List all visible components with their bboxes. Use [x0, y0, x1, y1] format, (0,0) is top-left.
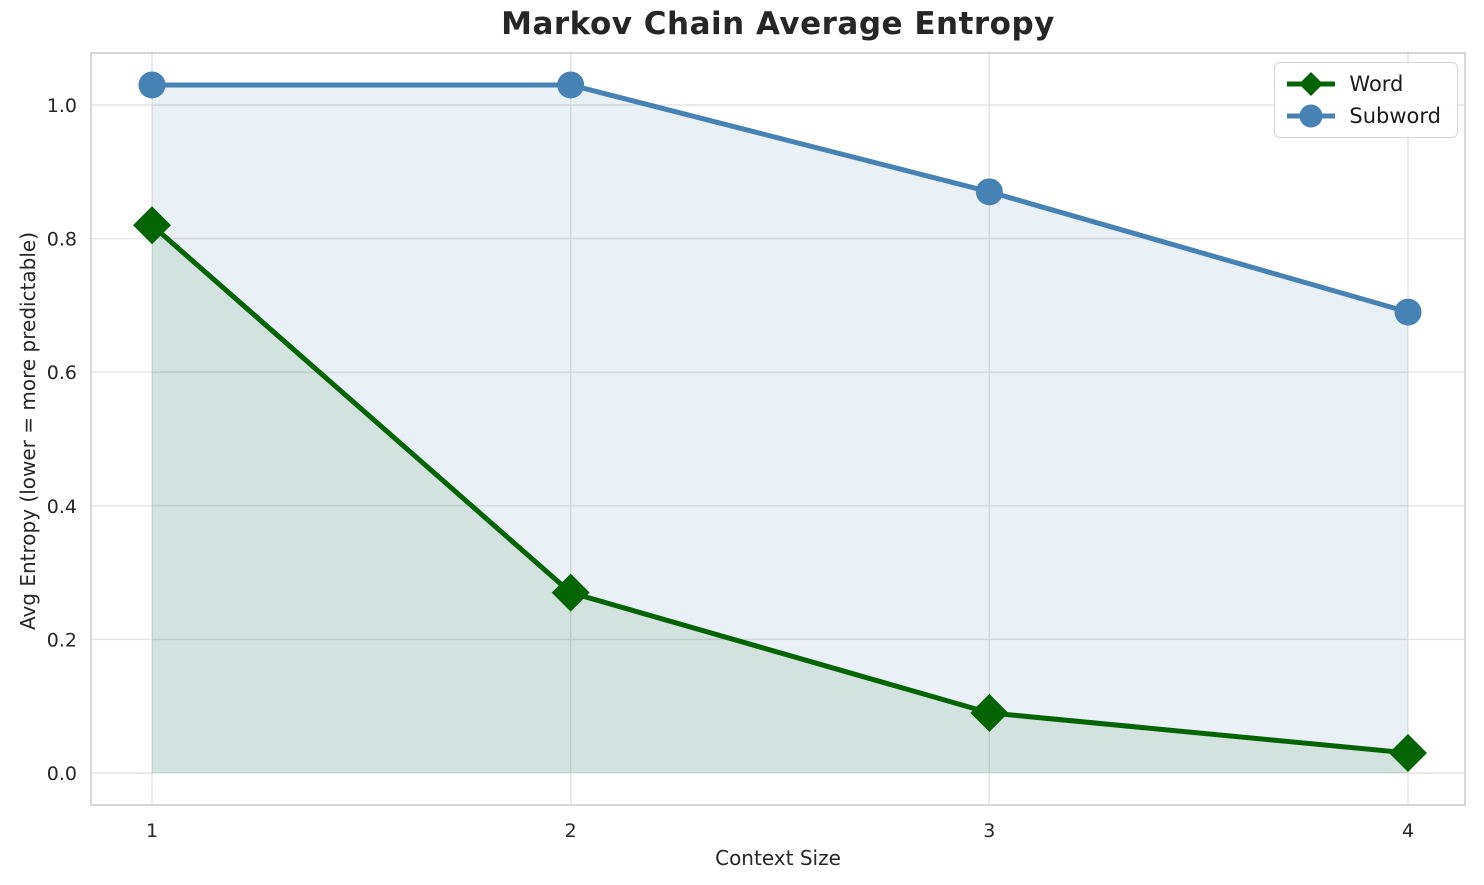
y-tick-label: 0.4	[47, 496, 77, 518]
legend-label-subword: Subword	[1349, 104, 1441, 128]
y-tick-label: 0.2	[47, 629, 77, 651]
subword-circle-marker-icon	[1287, 104, 1336, 128]
y-tick-label: 0.0	[47, 763, 77, 785]
legend: Word Subword	[1274, 62, 1458, 138]
y-axis-label: Avg Entropy (lower = more predictable)	[16, 231, 40, 631]
y-tick-label: 1.0	[47, 95, 77, 117]
x-axis-label: Context Size	[715, 846, 841, 870]
x-tick-label: 4	[1402, 820, 1414, 842]
x-tick-label: 2	[565, 820, 577, 842]
legend-item-word: Word	[1285, 69, 1441, 99]
chart-title: Markov Chain Average Entropy	[501, 6, 1055, 42]
y-tick-label: 0.8	[47, 229, 77, 251]
x-tick-label: 3	[983, 820, 995, 842]
legend-label-word: Word	[1349, 72, 1404, 96]
x-tick-label: 1	[146, 820, 158, 842]
word-diamond-marker-icon	[1287, 72, 1336, 96]
legend-item-subword: Subword	[1285, 101, 1441, 131]
y-tick-label: 0.6	[47, 362, 77, 384]
